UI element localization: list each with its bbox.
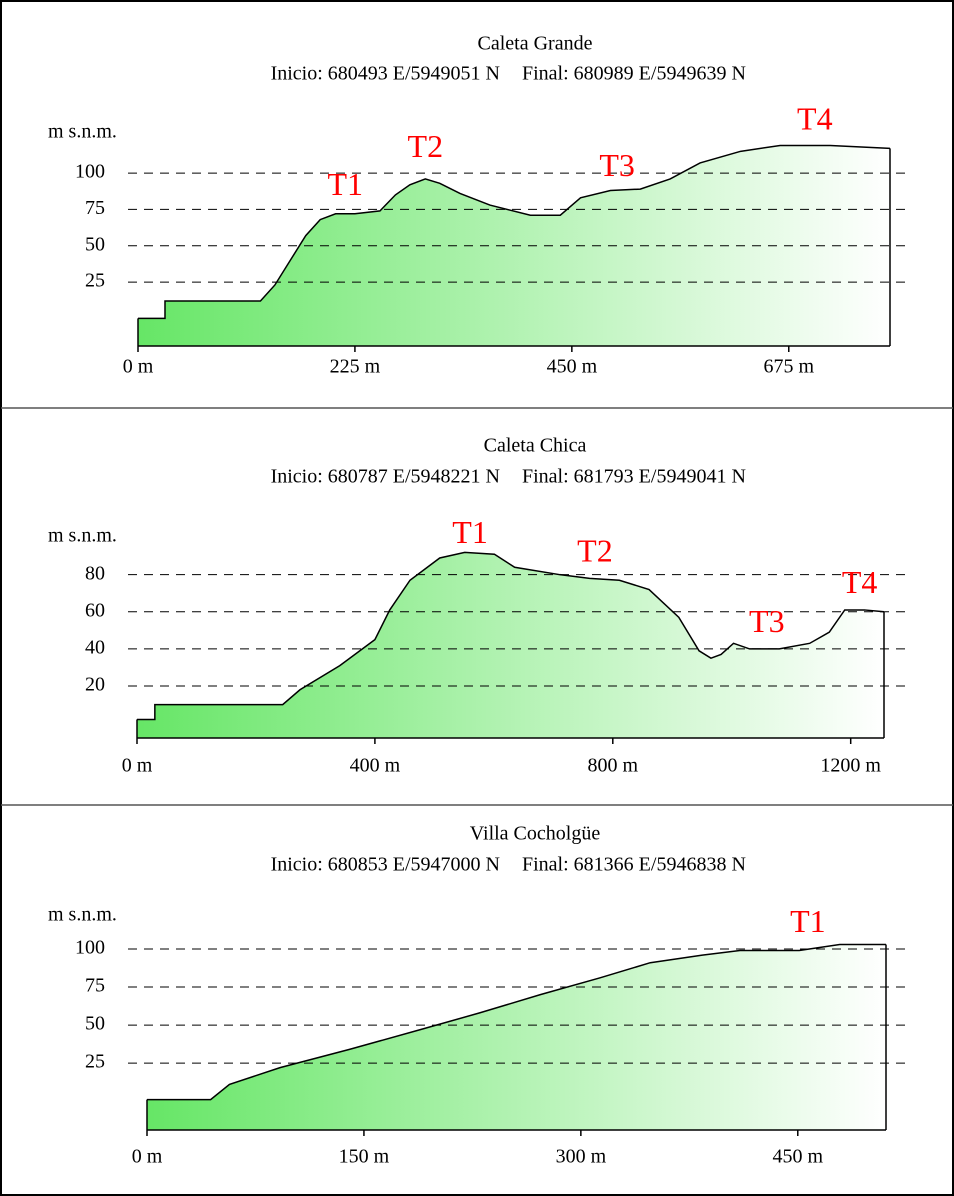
y-axis-label: m s.n.m.: [48, 525, 117, 547]
y-tick-label: 75: [85, 197, 105, 219]
x-tick-label: 150 m: [339, 1146, 390, 1168]
y-tick-label: 100: [75, 937, 105, 959]
x-tick-label: 1200 m: [820, 755, 881, 777]
y-tick-label: 40: [85, 637, 105, 659]
chart-title: Caleta Chica: [484, 435, 587, 457]
x-tick-label: 0 m: [132, 1146, 163, 1168]
x-tick-label: 450 m: [547, 356, 598, 378]
chart-subtitle: Final: 681366 E/5946838 N: [522, 854, 746, 876]
annotation: T2: [408, 128, 444, 164]
chart-title: Villa Cocholgüe: [470, 823, 601, 845]
annotation: T3: [749, 603, 785, 639]
area-fill: [137, 552, 884, 738]
y-tick-label: 25: [85, 270, 105, 292]
elevation-line: [137, 551, 885, 721]
y-tick-label: 75: [85, 975, 105, 997]
annotation: T2: [577, 533, 613, 569]
y-tick-label: 80: [85, 562, 105, 584]
x-tick-label: 0 m: [122, 755, 153, 777]
annotation: T3: [599, 147, 635, 183]
x-tick-label: 800 m: [588, 755, 639, 777]
x-tick-label: 225 m: [330, 356, 381, 378]
y-axis-label: m s.n.m.: [48, 121, 117, 143]
x-tick-label: 300 m: [556, 1146, 607, 1168]
x-tick-label: 400 m: [350, 755, 401, 777]
y-tick-label: 25: [85, 1051, 105, 1073]
annotation: T1: [790, 903, 826, 939]
chart-subtitle: Inicio: 680493 E/5949051 N: [271, 63, 500, 85]
elevation-line: [147, 943, 886, 1101]
x-tick-label: 0 m: [123, 356, 154, 378]
y-tick-label: 50: [85, 233, 105, 255]
y-tick-label: 50: [85, 1013, 105, 1035]
y-tick-label: 60: [85, 599, 105, 621]
chart-title: Caleta Grande: [478, 33, 593, 55]
x-tick-label: 675 m: [763, 356, 814, 378]
annotation: T4: [842, 564, 878, 600]
x-tick-label: 450 m: [773, 1146, 824, 1168]
annotation: T1: [328, 166, 364, 202]
area-fill: [147, 944, 886, 1130]
y-tick-label: 100: [75, 161, 105, 183]
chart-subtitle: Final: 681793 E/5949041 N: [522, 466, 746, 488]
chart-subtitle: Inicio: 680853 E/5947000 N: [271, 854, 500, 876]
annotation: T1: [452, 514, 488, 550]
annotation: T4: [797, 101, 833, 137]
elevation-line: [138, 144, 891, 320]
y-tick-label: 20: [85, 674, 105, 696]
y-axis-label: m s.n.m.: [48, 904, 117, 926]
chart-subtitle: Final: 680989 E/5949639 N: [522, 63, 746, 85]
chart-subtitle: Inicio: 680787 E/5948221 N: [271, 466, 500, 488]
